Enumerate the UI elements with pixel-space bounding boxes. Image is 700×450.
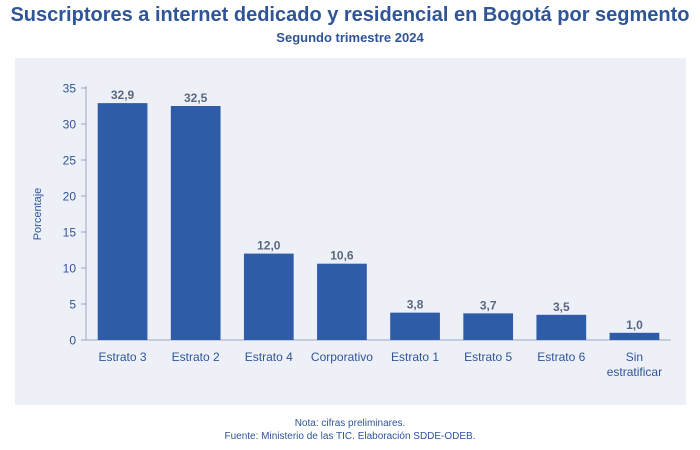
- bar: [390, 312, 440, 340]
- y-tick-label: 25: [63, 154, 77, 168]
- y-tick-label: 15: [63, 226, 77, 240]
- y-tick-label: 20: [63, 190, 77, 204]
- footer-note: Nota: cifras preliminares.: [294, 418, 406, 429]
- bar: [536, 314, 587, 340]
- chart-footer: Nota: cifras preliminares. Fuente: Minis…: [0, 417, 700, 443]
- x-tick-label: Estrato 2: [172, 350, 220, 364]
- bar: [317, 263, 367, 340]
- bar-value-label: 32,9: [111, 88, 135, 102]
- x-tick-label: Corporativo: [311, 350, 373, 364]
- x-tick-label: Estrato 5: [464, 350, 512, 364]
- x-tick-label: Estrato 1: [391, 350, 439, 364]
- bar-value-label: 3,8: [407, 298, 424, 312]
- y-tick-label: 30: [63, 118, 77, 132]
- x-tick-label: Estrato 3: [99, 350, 147, 364]
- chart-panel: 0 5 10 15 20 25 30 35 Porcentaje 32,9 Estrato 3 32,…: [15, 58, 686, 405]
- bar-value-label: 32,5: [184, 91, 208, 105]
- y-tick-label: 5: [69, 298, 76, 312]
- y-tick-label: 0: [69, 334, 76, 348]
- bar-value-label: 10,6: [330, 249, 354, 263]
- bar-value-label: 1,0: [626, 318, 643, 332]
- bar: [609, 332, 660, 340]
- chart-title: Suscriptores a internet dedicado y resid…: [10, 4, 690, 26]
- y-axis-label: Porcentaje: [32, 188, 44, 241]
- bar: [97, 103, 148, 340]
- bar-value-label: 3,7: [480, 298, 497, 312]
- footer-source: Fuente: Ministerio de las TIC. Elaboraci…: [224, 431, 476, 442]
- y-tick-label: 35: [63, 82, 77, 96]
- bar-value-label: 3,5: [553, 300, 570, 314]
- bar-chart: 0 5 10 15 20 25 30 35 Porcentaje 32,9 Estrato 3 32,…: [32, 82, 671, 379]
- y-tick-label: 10: [63, 262, 77, 276]
- bar-value-label: 12,0: [257, 239, 281, 253]
- chart-subtitle: Segundo trimestre 2024: [276, 30, 424, 45]
- x-tick-label: Estrato 4: [245, 350, 293, 364]
- x-tick-label: Sin estratificar: [607, 350, 662, 379]
- bar: [170, 106, 221, 340]
- x-tick-label: Estrato 6: [537, 350, 585, 364]
- bar: [463, 313, 514, 340]
- bar: [243, 253, 294, 340]
